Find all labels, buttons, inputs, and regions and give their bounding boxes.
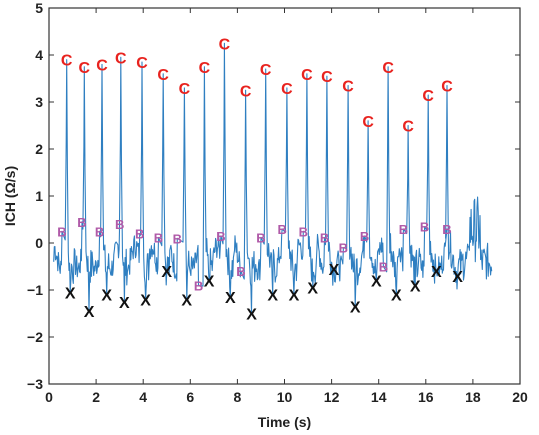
c-marker: C bbox=[79, 60, 91, 77]
c-marker: C bbox=[157, 67, 169, 84]
x-marker: X bbox=[350, 299, 361, 316]
x-tick-label: 20 bbox=[512, 389, 528, 405]
b-marker: B bbox=[420, 220, 429, 235]
x-marker: X bbox=[391, 288, 402, 305]
x-marker: X bbox=[84, 304, 95, 321]
b-marker: B bbox=[115, 217, 124, 232]
x-marker: X bbox=[371, 274, 382, 291]
c-marker: C bbox=[301, 67, 313, 84]
x-marker: X bbox=[246, 307, 257, 324]
b-marker: B bbox=[379, 260, 388, 275]
b-marker: B bbox=[360, 229, 369, 244]
x-marker: X bbox=[119, 295, 130, 312]
c-marker: C bbox=[96, 57, 108, 74]
c-marker: C bbox=[321, 69, 333, 86]
b-marker: B bbox=[256, 230, 265, 245]
c-marker: C bbox=[382, 60, 394, 77]
c-marker: C bbox=[362, 114, 374, 131]
x-tick-label: 8 bbox=[234, 389, 242, 405]
x-tick-label: 4 bbox=[139, 389, 147, 405]
c-marker: C bbox=[199, 60, 211, 77]
c-marker: C bbox=[342, 79, 354, 96]
c-marker: C bbox=[219, 36, 231, 53]
x-marker: X bbox=[267, 288, 278, 305]
b-marker: B bbox=[442, 222, 451, 237]
x-tick-label: 14 bbox=[371, 389, 387, 405]
c-marker: C bbox=[179, 81, 191, 98]
b-marker: B bbox=[173, 231, 182, 246]
c-marker: C bbox=[260, 62, 272, 79]
c-marker: C bbox=[281, 81, 293, 98]
x-marker: X bbox=[452, 269, 463, 286]
b-marker: B bbox=[320, 230, 329, 245]
y-tick-label: 2 bbox=[35, 141, 43, 157]
c-marker: C bbox=[136, 55, 148, 72]
x-tick-label: 12 bbox=[324, 389, 340, 405]
c-marker: C bbox=[441, 79, 453, 96]
b-marker: B bbox=[236, 264, 245, 279]
b-marker: B bbox=[339, 241, 348, 256]
x-marker: X bbox=[329, 262, 340, 279]
y-axis-ticks: −3 −2 −1 0 1 2 3 4 5 bbox=[27, 0, 520, 392]
y-tick-label: 5 bbox=[35, 0, 43, 16]
x-marker: X bbox=[101, 288, 112, 305]
x-tick-label: 10 bbox=[277, 389, 293, 405]
b-marker: B bbox=[77, 215, 86, 230]
plot-frame bbox=[48, 7, 521, 385]
c-marker: C bbox=[402, 119, 414, 136]
b-marker: B bbox=[299, 224, 308, 239]
b-marker: B bbox=[154, 230, 163, 245]
b-marker: B bbox=[135, 227, 144, 242]
x-marker: X bbox=[410, 278, 421, 295]
b-marker: B bbox=[277, 222, 286, 237]
y-tick-label: 3 bbox=[35, 94, 43, 110]
x-marker: X bbox=[65, 285, 76, 302]
c-marker: C bbox=[422, 88, 434, 105]
x-tick-label: 6 bbox=[186, 389, 194, 405]
x-marker: X bbox=[289, 288, 300, 305]
b-marker: B bbox=[194, 278, 203, 293]
x-tick-label: 16 bbox=[418, 389, 434, 405]
c-marker: C bbox=[115, 50, 127, 67]
c-marker: C bbox=[61, 53, 73, 70]
x-marker: X bbox=[307, 281, 318, 298]
c-marker: C bbox=[240, 83, 252, 100]
x-marker: X bbox=[181, 292, 192, 309]
ich-signal-line bbox=[53, 42, 493, 315]
b-marker: B bbox=[399, 222, 408, 237]
y-axis-label: ICH (Ω/s) bbox=[2, 166, 18, 226]
x-tick-label: 18 bbox=[465, 389, 481, 405]
x-marker: X bbox=[140, 292, 151, 309]
b-marker: B bbox=[216, 229, 225, 244]
x-marker: X bbox=[225, 290, 236, 307]
x-marker: X bbox=[204, 274, 215, 291]
b-marker: B bbox=[95, 224, 104, 239]
y-tick-label: 4 bbox=[35, 47, 43, 63]
y-tick-label: 0 bbox=[35, 235, 43, 251]
x-marker: X bbox=[431, 264, 442, 281]
x-marker: X bbox=[161, 264, 172, 281]
y-tick-label: 1 bbox=[35, 188, 43, 204]
y-tick-label: −3 bbox=[27, 376, 43, 392]
y-tick-label: −2 bbox=[27, 329, 43, 345]
x-axis-label: Time (s) bbox=[258, 414, 311, 430]
b-marker: B bbox=[57, 224, 66, 239]
x-tick-label: 2 bbox=[92, 389, 100, 405]
x-tick-label: 0 bbox=[45, 389, 53, 405]
x-axis-ticks: 0 2 4 6 8 10 12 14 16 18 20 bbox=[45, 8, 528, 405]
y-tick-label: −1 bbox=[27, 282, 43, 298]
